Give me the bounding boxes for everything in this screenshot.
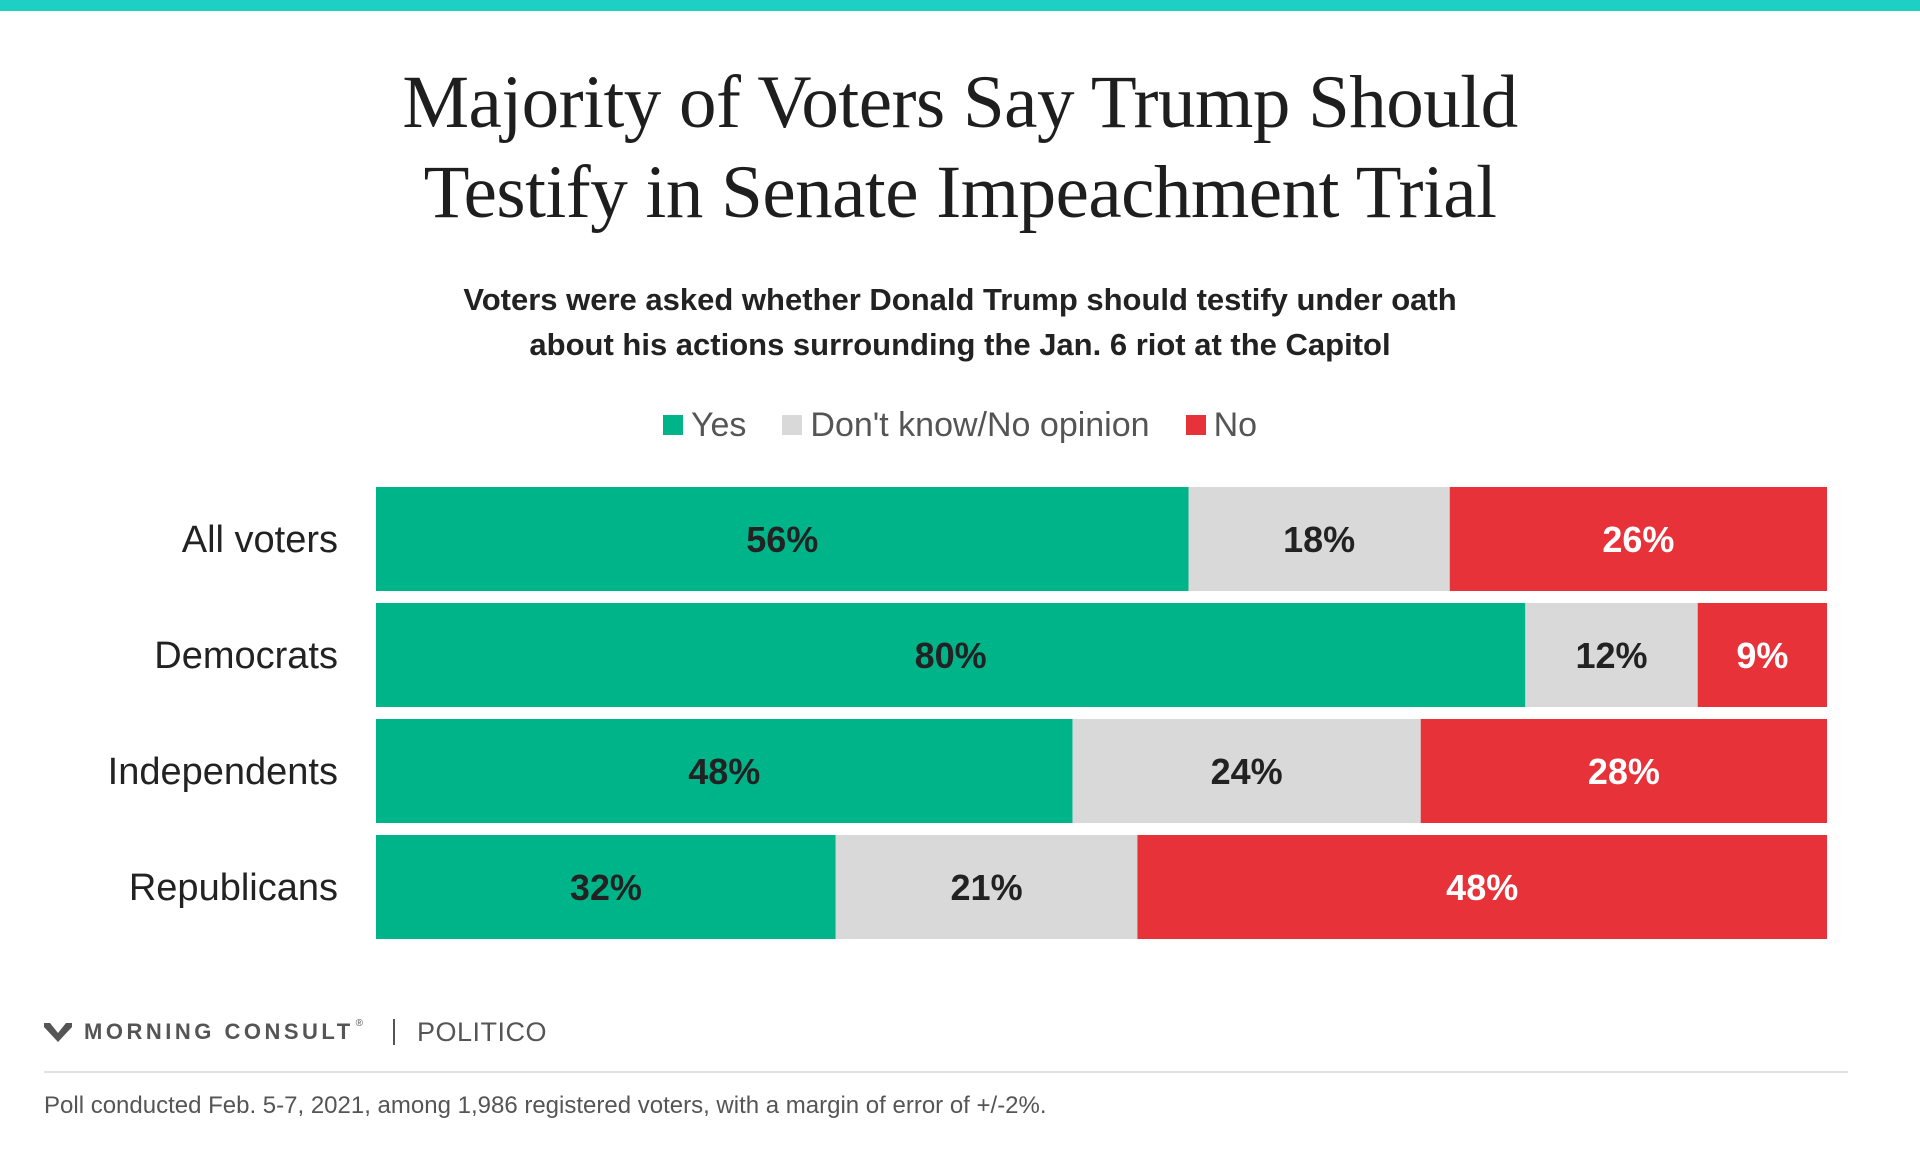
brand-row: MORNING CONSULT ® POLITICO: [44, 1012, 547, 1052]
politico-wordmark: POLITICO: [417, 1016, 548, 1047]
category-label: All voters: [182, 519, 338, 561]
chart-legend: Yes Don't know/No opinion No: [0, 400, 1920, 450]
data-label: 21%: [951, 867, 1023, 908]
bar-segment: [1137, 835, 1827, 939]
chart-subtitle: Voters were asked whether Donald Trump s…: [0, 277, 1920, 367]
data-label: 32%: [570, 867, 642, 908]
category-label: Republicans: [129, 867, 338, 909]
data-label: 48%: [688, 751, 760, 792]
bar-segment: [376, 719, 1073, 823]
legend-swatch-yes: [662, 415, 683, 435]
data-label: 18%: [1283, 519, 1355, 560]
bar-segment: [376, 487, 1189, 591]
morning-consult-wordmark: MORNING CONSULT: [84, 1019, 354, 1044]
category-label: Democrats: [154, 635, 338, 677]
bar-segment: [376, 835, 836, 939]
bar-segment: [1697, 603, 1827, 707]
legend-swatch-no: [1185, 415, 1206, 435]
bar-segment: [1420, 719, 1827, 823]
bar-segment: [1525, 603, 1698, 707]
data-label: 56%: [746, 519, 818, 560]
stacked-bar-chart: All voters 56% 18% 26% Democrats 80% 12% 9% Inde…: [108, 487, 1827, 939]
legend-item-no: No: [1185, 405, 1258, 445]
bar-segment: [1449, 487, 1827, 591]
bar-segment: [1072, 719, 1421, 823]
bar-segment: [376, 603, 1526, 707]
legend-label-no: No: [1213, 405, 1258, 444]
morning-consult-logo-icon: [44, 1023, 72, 1042]
chart-title-line-1: Majority of Voters Say Trump Should: [402, 61, 1518, 144]
bar-segment: [835, 835, 1138, 939]
chart-title-line-2: Testify in Senate Impeachment Trial: [423, 151, 1497, 234]
footnote: Poll conducted Feb. 5-7, 2021, among 1,9…: [44, 1092, 1047, 1119]
registered-mark: ®: [355, 1018, 364, 1029]
legend-item-yes: Yes: [662, 405, 747, 445]
data-label: 28%: [1588, 751, 1660, 792]
top-accent-bar: [0, 0, 1920, 11]
chart-subtitle-line-1: Voters were asked whether Donald Trump s…: [463, 282, 1457, 317]
data-label: 12%: [1575, 635, 1647, 676]
data-label: 26%: [1602, 519, 1674, 560]
data-label: 80%: [915, 635, 987, 676]
chart-title: Majority of Voters Say Trump Should Test…: [0, 58, 1920, 238]
data-label: 24%: [1211, 751, 1283, 792]
data-label: 48%: [1446, 867, 1518, 908]
data-label: 9%: [1736, 635, 1788, 676]
legend-swatch-dont-know: [782, 415, 803, 435]
chart-subtitle-line-2: about his actions surrounding the Jan. 6…: [529, 327, 1391, 362]
legend-item-dont-know: Don't know/No opinion: [782, 405, 1150, 445]
category-label: Independents: [108, 751, 338, 793]
legend-label-yes: Yes: [690, 405, 747, 444]
footer-divider: [44, 1071, 1848, 1073]
brand-separator: [393, 1019, 396, 1045]
bar-segment: [1188, 487, 1450, 591]
legend-label-dont-know: Don't know/No opinion: [810, 405, 1150, 444]
